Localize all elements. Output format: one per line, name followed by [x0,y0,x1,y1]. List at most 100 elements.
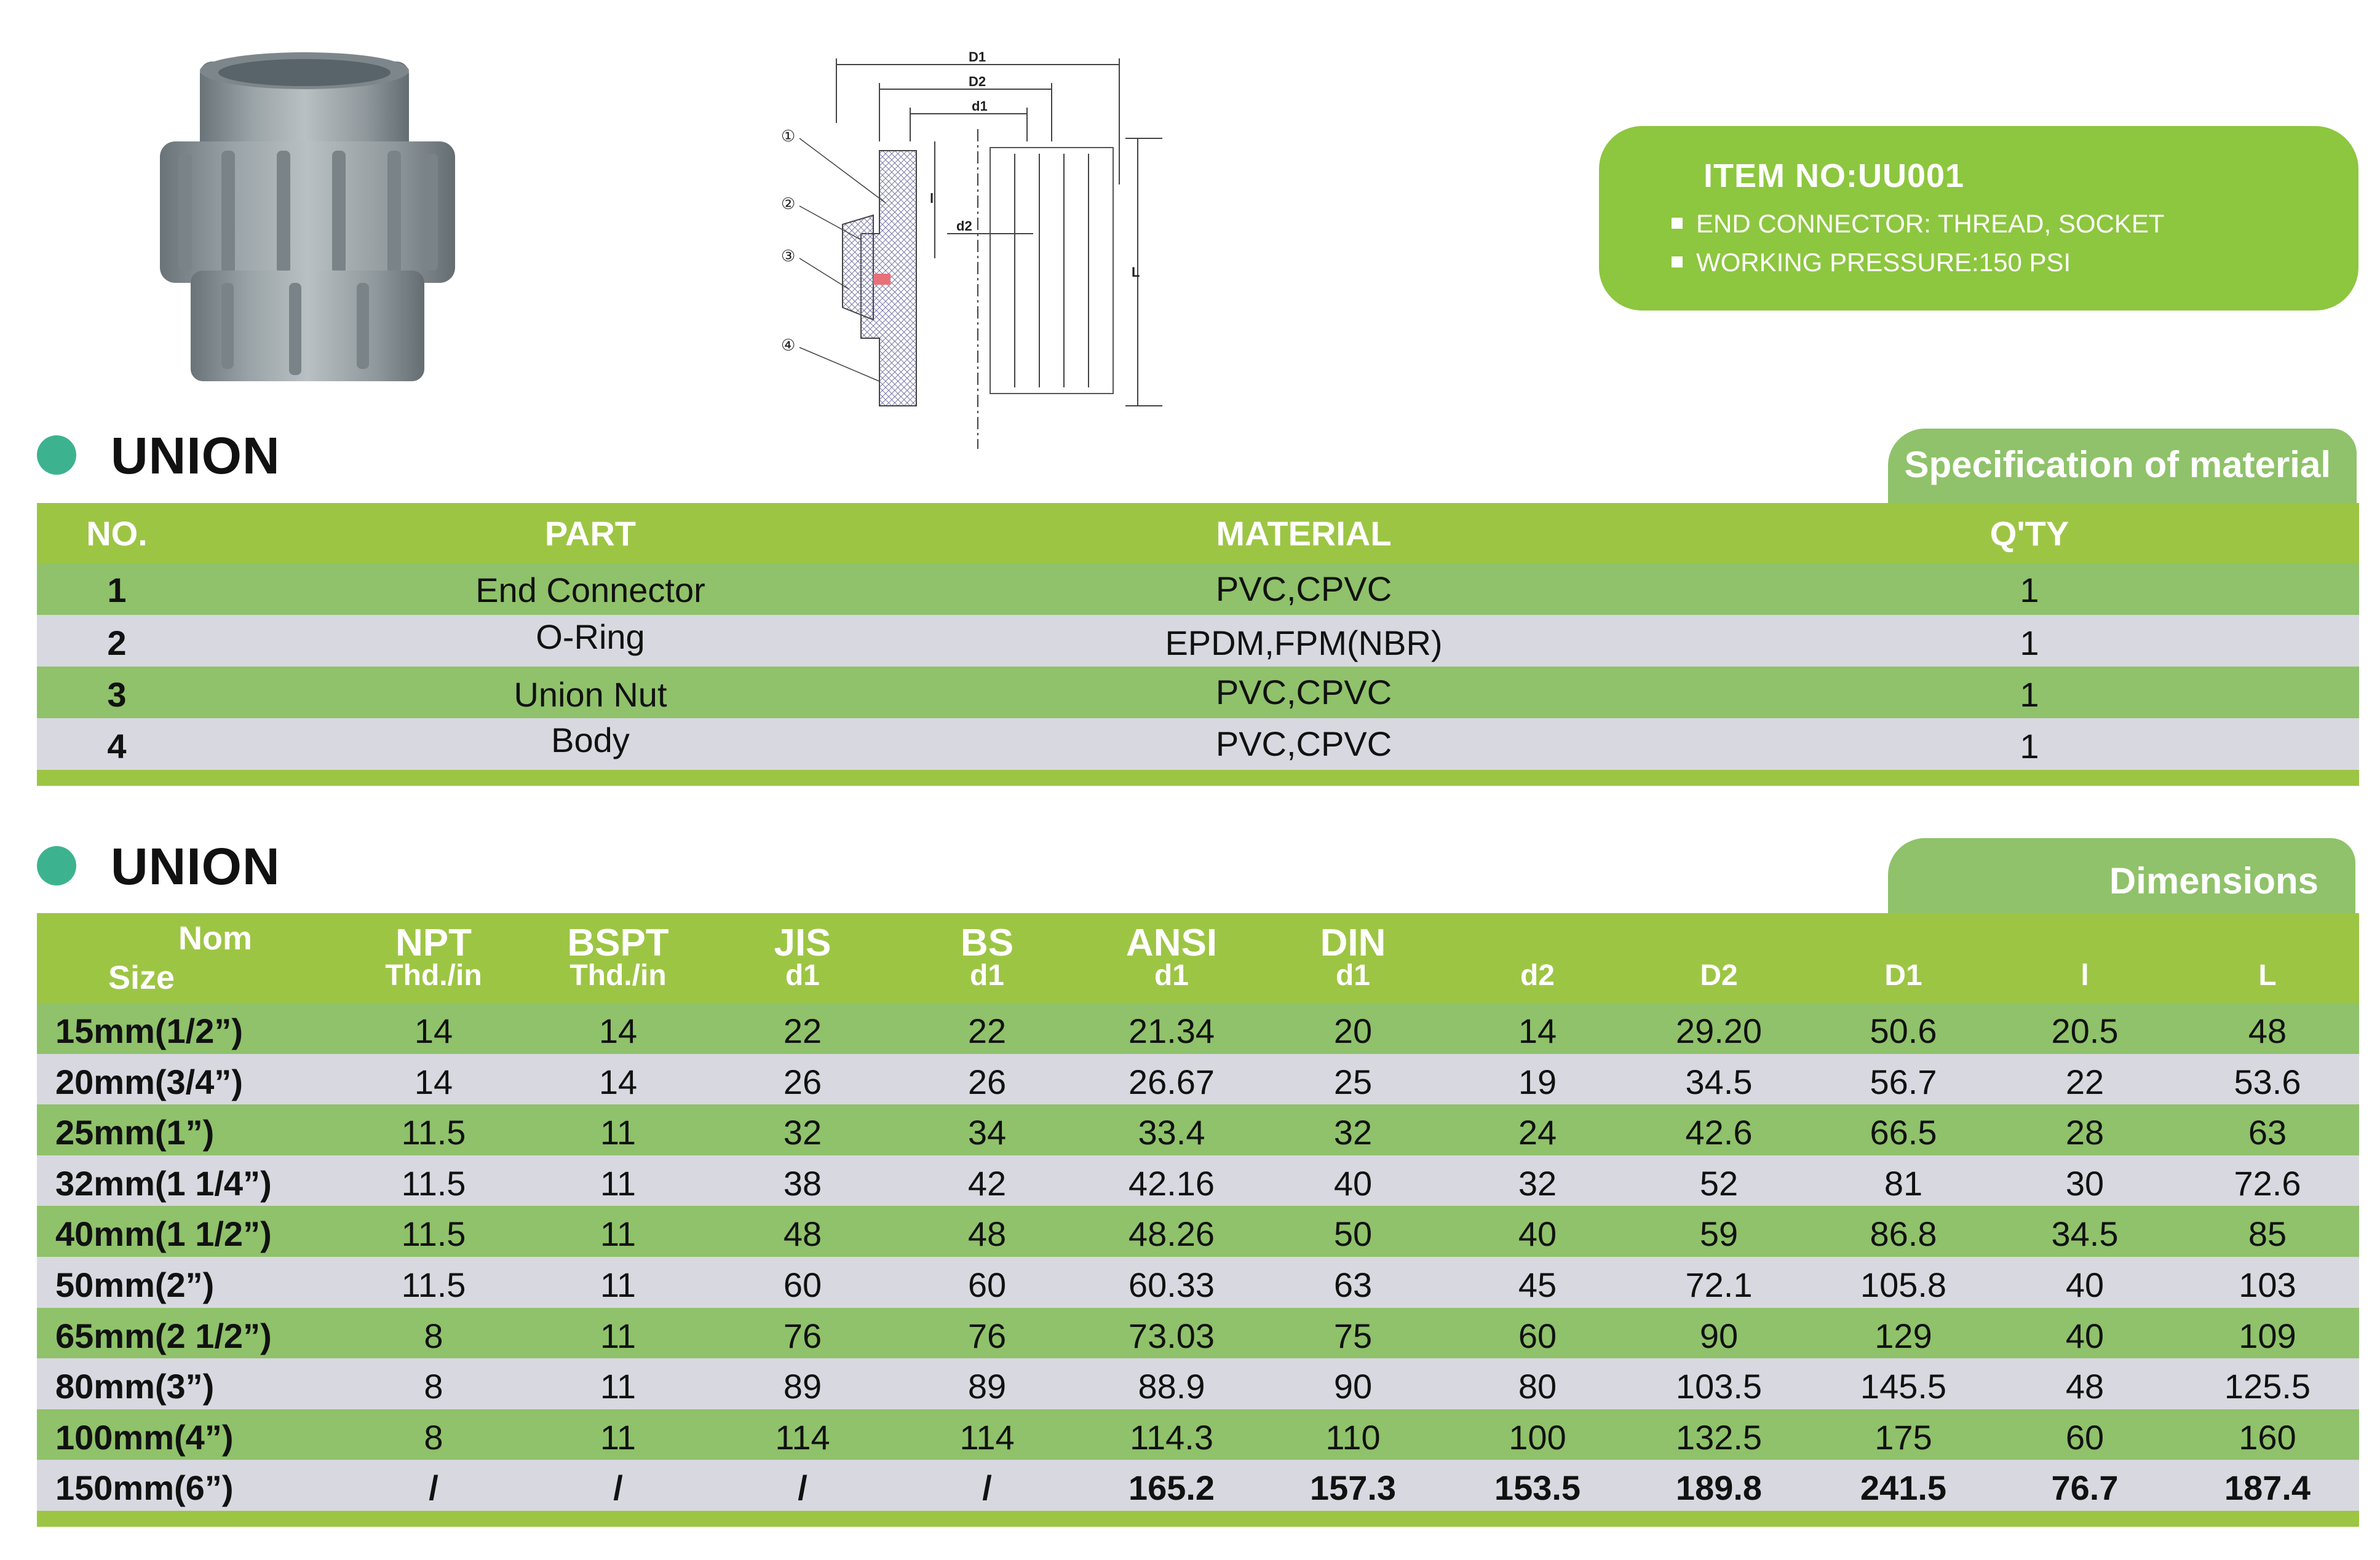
table-cell: 14 [1518,1012,1557,1050]
table-cell: 48 [967,1214,1007,1254]
table-cell: 11.5 [401,1214,466,1254]
table-cell: 40 [1518,1214,1557,1254]
table-cell: 26 [967,1062,1007,1101]
section-dot-icon [37,435,76,475]
cell-material: PVC,CPVC [1215,569,1392,608]
table-cell: 20.5 [2051,1012,2119,1050]
bullet-square-icon [1672,256,1683,267]
header-ansi-bottom: d1 [1154,959,1189,992]
table-cell: 22 [2065,1062,2104,1101]
cell-qty: 1 [2020,727,2039,766]
header-din-top: DIN [1320,922,1386,964]
table-cell: 90 [1699,1316,1739,1355]
table-cell: 11 [600,1417,637,1457]
table-cell: 32 [783,1113,822,1152]
cell-nom-size: 100mm(4”) [55,1417,234,1457]
label-D2: D2 [969,74,986,89]
table-cell: 109 [2239,1316,2296,1355]
table-cell: 30 [2065,1163,2104,1203]
cell-no: 3 [107,675,127,714]
cell-part: Union Nut [514,675,667,714]
header-D1-upper-bottom: D1 [1884,959,1922,992]
table-cell: 80 [1518,1367,1557,1406]
callout-3: ③ [781,247,795,266]
table-cell: 105.8 [1860,1265,1947,1304]
callout-2: ② [781,195,795,213]
header-nom-size-top: Nom [178,920,252,957]
header-material: MATERIAL [1216,514,1392,553]
table-cell: 11 [600,1316,637,1355]
table-cell: 66.5 [1870,1113,1937,1152]
header-no: NO. [86,514,148,553]
table-cell: 8 [424,1367,443,1406]
table-cell: 81 [1884,1163,1923,1203]
table-cell: 48 [2248,1012,2287,1050]
table-cell: 114 [775,1417,830,1457]
cell-part: Body [551,721,630,759]
header-npt-bottom: Thd./in [385,959,482,992]
cell-no: 1 [107,571,127,609]
material-row: 3 Union Nut PVC,CPVC 1 [37,667,2359,718]
table-cell: 45 [1518,1265,1557,1304]
table-cell: 114.3 [1130,1417,1213,1457]
table-cell: 157.3 [1309,1468,1397,1508]
table-cell: 14 [414,1012,453,1050]
table-cell: 89 [783,1367,822,1406]
table-cell: 40 [2065,1265,2104,1304]
table-cell: 26.67 [1128,1062,1215,1101]
table-cell: 26 [783,1062,822,1101]
table-cell: 52 [1699,1163,1739,1203]
table-cell: 60.33 [1128,1265,1215,1304]
table-cell: 14 [598,1062,638,1101]
table-cell: 50.6 [1870,1012,1937,1050]
bullet-square-icon [1672,217,1683,229]
table-cell: 86.8 [1870,1214,1937,1254]
table-cell: 28 [2065,1113,2104,1152]
section-title-material: UNION [111,427,280,485]
table-cell: 160 [2239,1417,2296,1457]
table-cell: 34.5 [2051,1214,2119,1254]
table-cell: 129 [1874,1316,1932,1355]
table-cell: 72.1 [1685,1265,1753,1304]
table-cell: 175 [1874,1417,1932,1457]
header-bs-top: BS [960,922,1014,964]
table-cell: 56.7 [1870,1062,1937,1101]
table-cell: 38 [783,1163,822,1203]
tab-specification-of-material: Specification of material [1888,429,2357,504]
cell-material: PVC,CPVC [1215,724,1392,763]
table-cell: 20 [1333,1012,1373,1050]
table-row: 50mm(2”) 11.5 11 60 60 60.33 63 45 72.1 105.8 40 10… [37,1257,2359,1308]
table-cell: 11 [600,1265,637,1304]
table-cell: 32 [1333,1113,1373,1152]
label-L: L [1132,264,1140,280]
table-cell: 85 [2248,1214,2287,1254]
table-cell: 19 [1518,1062,1557,1101]
table-cell: 34.5 [1685,1062,1753,1101]
header-bspt-bottom: Thd./in [569,959,667,992]
table-cell: 145.5 [1860,1367,1947,1406]
table-row: 32mm(1 1/4”) 11.5 11 38 42 42.16 40 32 52 81 30 72.… [37,1155,2359,1206]
cell-qty: 1 [2020,624,2039,662]
label-d2: d2 [956,218,972,234]
table-cell: 8 [424,1417,443,1457]
table-cell: 22 [967,1012,1007,1050]
table-cell: 50 [1333,1214,1373,1254]
table-cell: 11.5 [401,1113,466,1152]
cell-nom-size: 150mm(6”) [55,1468,234,1508]
table-cell: 40 [2065,1316,2104,1355]
table-cell: 103.5 [1675,1367,1763,1406]
table-cell: / [798,1468,807,1508]
header-din-bottom: d1 [1335,959,1370,992]
table-cell: 76 [783,1316,822,1355]
header-jis-top: JIS [774,922,831,964]
table-cell: 48 [783,1214,822,1254]
table-cell: 114 [959,1417,1015,1457]
material-header-row: NO. PART MATERIAL Q'TY [37,503,2359,563]
label-d1: d1 [972,98,988,114]
table-cell: 125.5 [2224,1367,2311,1406]
table-cell: 11 [600,1113,637,1152]
cell-material: EPDM,FPM(NBR) [1165,624,1443,662]
dimensions-footer-bar [37,1511,2359,1527]
table-cell: 89 [967,1367,1007,1406]
table-cell: 11.5 [401,1265,466,1304]
